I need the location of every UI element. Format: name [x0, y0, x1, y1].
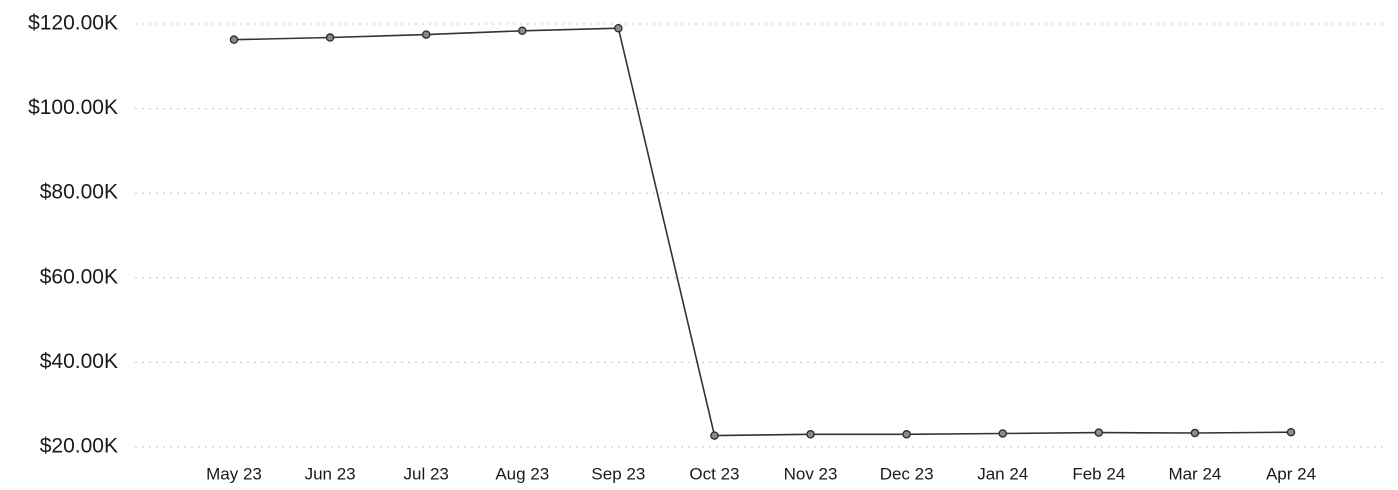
- x-tick-label: Mar 24: [1168, 464, 1221, 483]
- data-point: [902, 430, 911, 439]
- data-point: [1094, 428, 1104, 437]
- data-point: [421, 30, 431, 39]
- x-tick-label: Aug 23: [495, 464, 549, 483]
- y-tick-label: $120.00K: [28, 12, 118, 35]
- x-tick-label: Dec 23: [880, 464, 934, 483]
- series-line: [233, 27, 1292, 437]
- x-tick-label: Feb 24: [1072, 464, 1125, 483]
- data-point: [998, 429, 1007, 438]
- data-point: [229, 35, 239, 44]
- x-tick-label: Jan 24: [977, 464, 1028, 483]
- series-lines: [233, 27, 1292, 437]
- x-tick-label: Apr 24: [1266, 464, 1316, 483]
- x-tick-label: Nov 23: [784, 464, 838, 483]
- x-axis-tick-labels: May 23 Jun 23 Jul 23 Aug 23 Sep 23 Oct 23 Nov …: [206, 464, 1316, 483]
- x-tick-label: Jul 23: [403, 464, 448, 483]
- y-tick-label: $20.00K: [40, 435, 118, 458]
- x-tick-label: Jun 23: [305, 464, 356, 483]
- data-points: [229, 23, 1296, 440]
- data-point: [614, 23, 623, 33]
- data-point: [806, 430, 815, 439]
- data-point: [710, 431, 719, 440]
- x-tick-label: Oct 23: [689, 464, 739, 483]
- y-tick-label: $100.00K: [28, 96, 118, 119]
- gridlines: [135, 23, 1385, 448]
- y-tick-label: $60.00K: [40, 265, 118, 288]
- y-tick-label: $40.00K: [40, 350, 118, 373]
- y-axis-tick-labels: $20.00K $40.00K $60.00K $80.00K $100.00K $120…: [28, 12, 118, 458]
- data-point: [325, 33, 335, 42]
- x-tick-label: Sep 23: [591, 464, 645, 483]
- data-point: [1286, 427, 1296, 437]
- data-point: [518, 26, 527, 36]
- y-tick-label: $80.00K: [40, 181, 118, 204]
- data-point: [1190, 428, 1200, 438]
- x-tick-label: May 23: [206, 464, 262, 483]
